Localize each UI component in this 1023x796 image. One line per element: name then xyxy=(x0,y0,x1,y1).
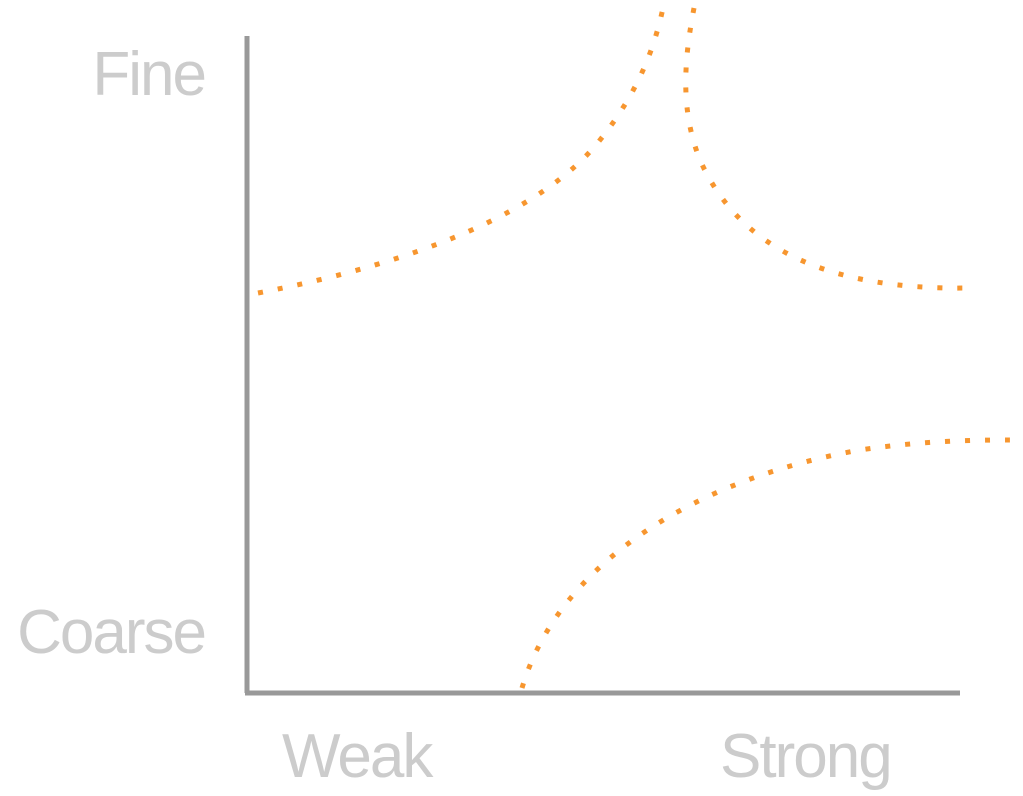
y-axis-bottom-label: Coarse xyxy=(17,598,207,667)
y-axis-top-label: Fine xyxy=(92,40,207,109)
upper-right-curve xyxy=(683,7,969,291)
upper-left-curve xyxy=(257,7,666,296)
x-axis-right-label: Strong xyxy=(720,722,893,791)
lower-right-curve xyxy=(519,437,1011,689)
x-axis-left-label: Weak xyxy=(282,722,433,791)
